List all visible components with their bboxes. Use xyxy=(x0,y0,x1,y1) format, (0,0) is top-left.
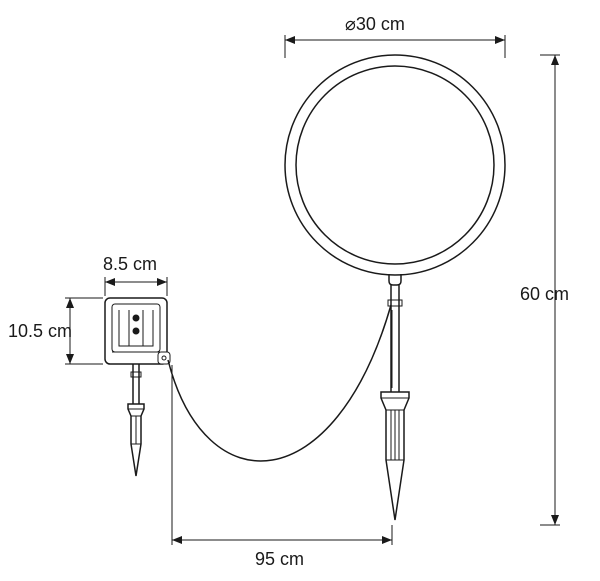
solar-panel-unit xyxy=(105,298,170,364)
dimension-diagram: ⌀30 cm 60 cm 8.5 cm 10.5 cm 95 cm xyxy=(0,0,600,581)
total-height-label: 60 cm xyxy=(520,284,569,304)
panel-stem xyxy=(131,364,141,404)
ring-lamp xyxy=(285,55,505,392)
ring-diameter-label: ⌀30 cm xyxy=(345,14,405,34)
panel-height-label: 10.5 cm xyxy=(8,321,72,341)
dim-panel-height: 10.5 cm xyxy=(8,298,103,364)
dim-panel-width: 8.5 cm xyxy=(103,254,167,296)
dim-ring-diameter: ⌀30 cm xyxy=(285,14,505,58)
cable xyxy=(168,305,391,461)
dim-cable-span: 95 cm xyxy=(172,310,392,569)
ring-spike xyxy=(381,392,409,520)
dim-total-height: 60 cm xyxy=(520,55,569,525)
panel-width-label: 8.5 cm xyxy=(103,254,157,274)
cable-span-label: 95 cm xyxy=(255,549,304,569)
panel-spike xyxy=(128,404,144,476)
